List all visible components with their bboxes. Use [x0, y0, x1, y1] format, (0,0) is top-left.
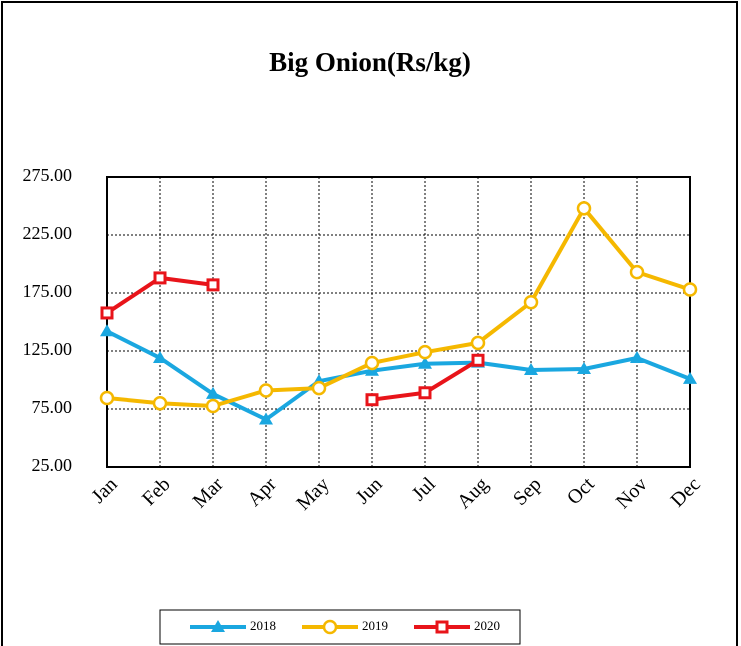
legend-label: 2019	[362, 618, 388, 633]
marker	[470, 335, 486, 351]
marker	[206, 278, 220, 292]
marker	[153, 350, 167, 363]
marker	[311, 380, 327, 396]
y-tick-label: 275.00	[23, 165, 73, 185]
marker	[153, 271, 167, 285]
marker	[435, 620, 449, 634]
x-tick-label: May	[292, 473, 333, 514]
marker	[471, 353, 485, 367]
marker	[99, 390, 115, 406]
x-tick-label: Nov	[612, 473, 652, 513]
x-tick-label: Mar	[189, 473, 228, 512]
marker	[629, 264, 645, 280]
marker	[630, 350, 644, 363]
marker	[206, 386, 220, 399]
x-tick-label: Jul	[408, 473, 440, 505]
legend-label: 2020	[474, 618, 500, 633]
legend-label: 2018	[250, 618, 276, 633]
marker	[364, 355, 380, 371]
x-tick-label: Aug	[453, 473, 493, 513]
marker	[152, 395, 168, 411]
marker	[100, 306, 114, 320]
y-tick-label: 175.00	[23, 281, 73, 301]
x-tick-label: Feb	[138, 473, 175, 510]
marker	[577, 361, 591, 374]
y-tick-label: 25.00	[32, 455, 73, 475]
series-line	[106, 206, 691, 408]
x-tick-label: Dec	[666, 473, 704, 511]
marker	[683, 371, 697, 384]
x-tick-label: Jan	[87, 473, 121, 507]
chart-title: Big Onion(Rs/kg)	[269, 47, 471, 77]
plot-area	[106, 176, 691, 468]
marker	[418, 386, 432, 400]
x-tick-label: Jun	[352, 473, 387, 508]
marker	[418, 356, 432, 369]
marker	[211, 620, 225, 632]
x-tick-label: Apr	[243, 473, 281, 511]
marker	[523, 295, 539, 310]
y-tick-label: 75.00	[32, 397, 73, 417]
marker	[682, 282, 698, 297]
marker	[322, 619, 338, 635]
y-tick-label: 125.00	[23, 339, 73, 359]
series-line	[105, 275, 480, 402]
marker	[258, 383, 274, 398]
series-line	[106, 329, 691, 422]
marker	[576, 201, 592, 216]
x-tick-label: Oct	[563, 473, 599, 509]
marker	[417, 344, 433, 360]
marker	[365, 393, 379, 407]
marker	[259, 412, 273, 425]
marker	[524, 363, 538, 376]
marker	[205, 398, 221, 414]
marker	[100, 324, 114, 337]
x-tick-label: Sep	[509, 473, 546, 510]
y-tick-label: 225.00	[23, 223, 73, 243]
